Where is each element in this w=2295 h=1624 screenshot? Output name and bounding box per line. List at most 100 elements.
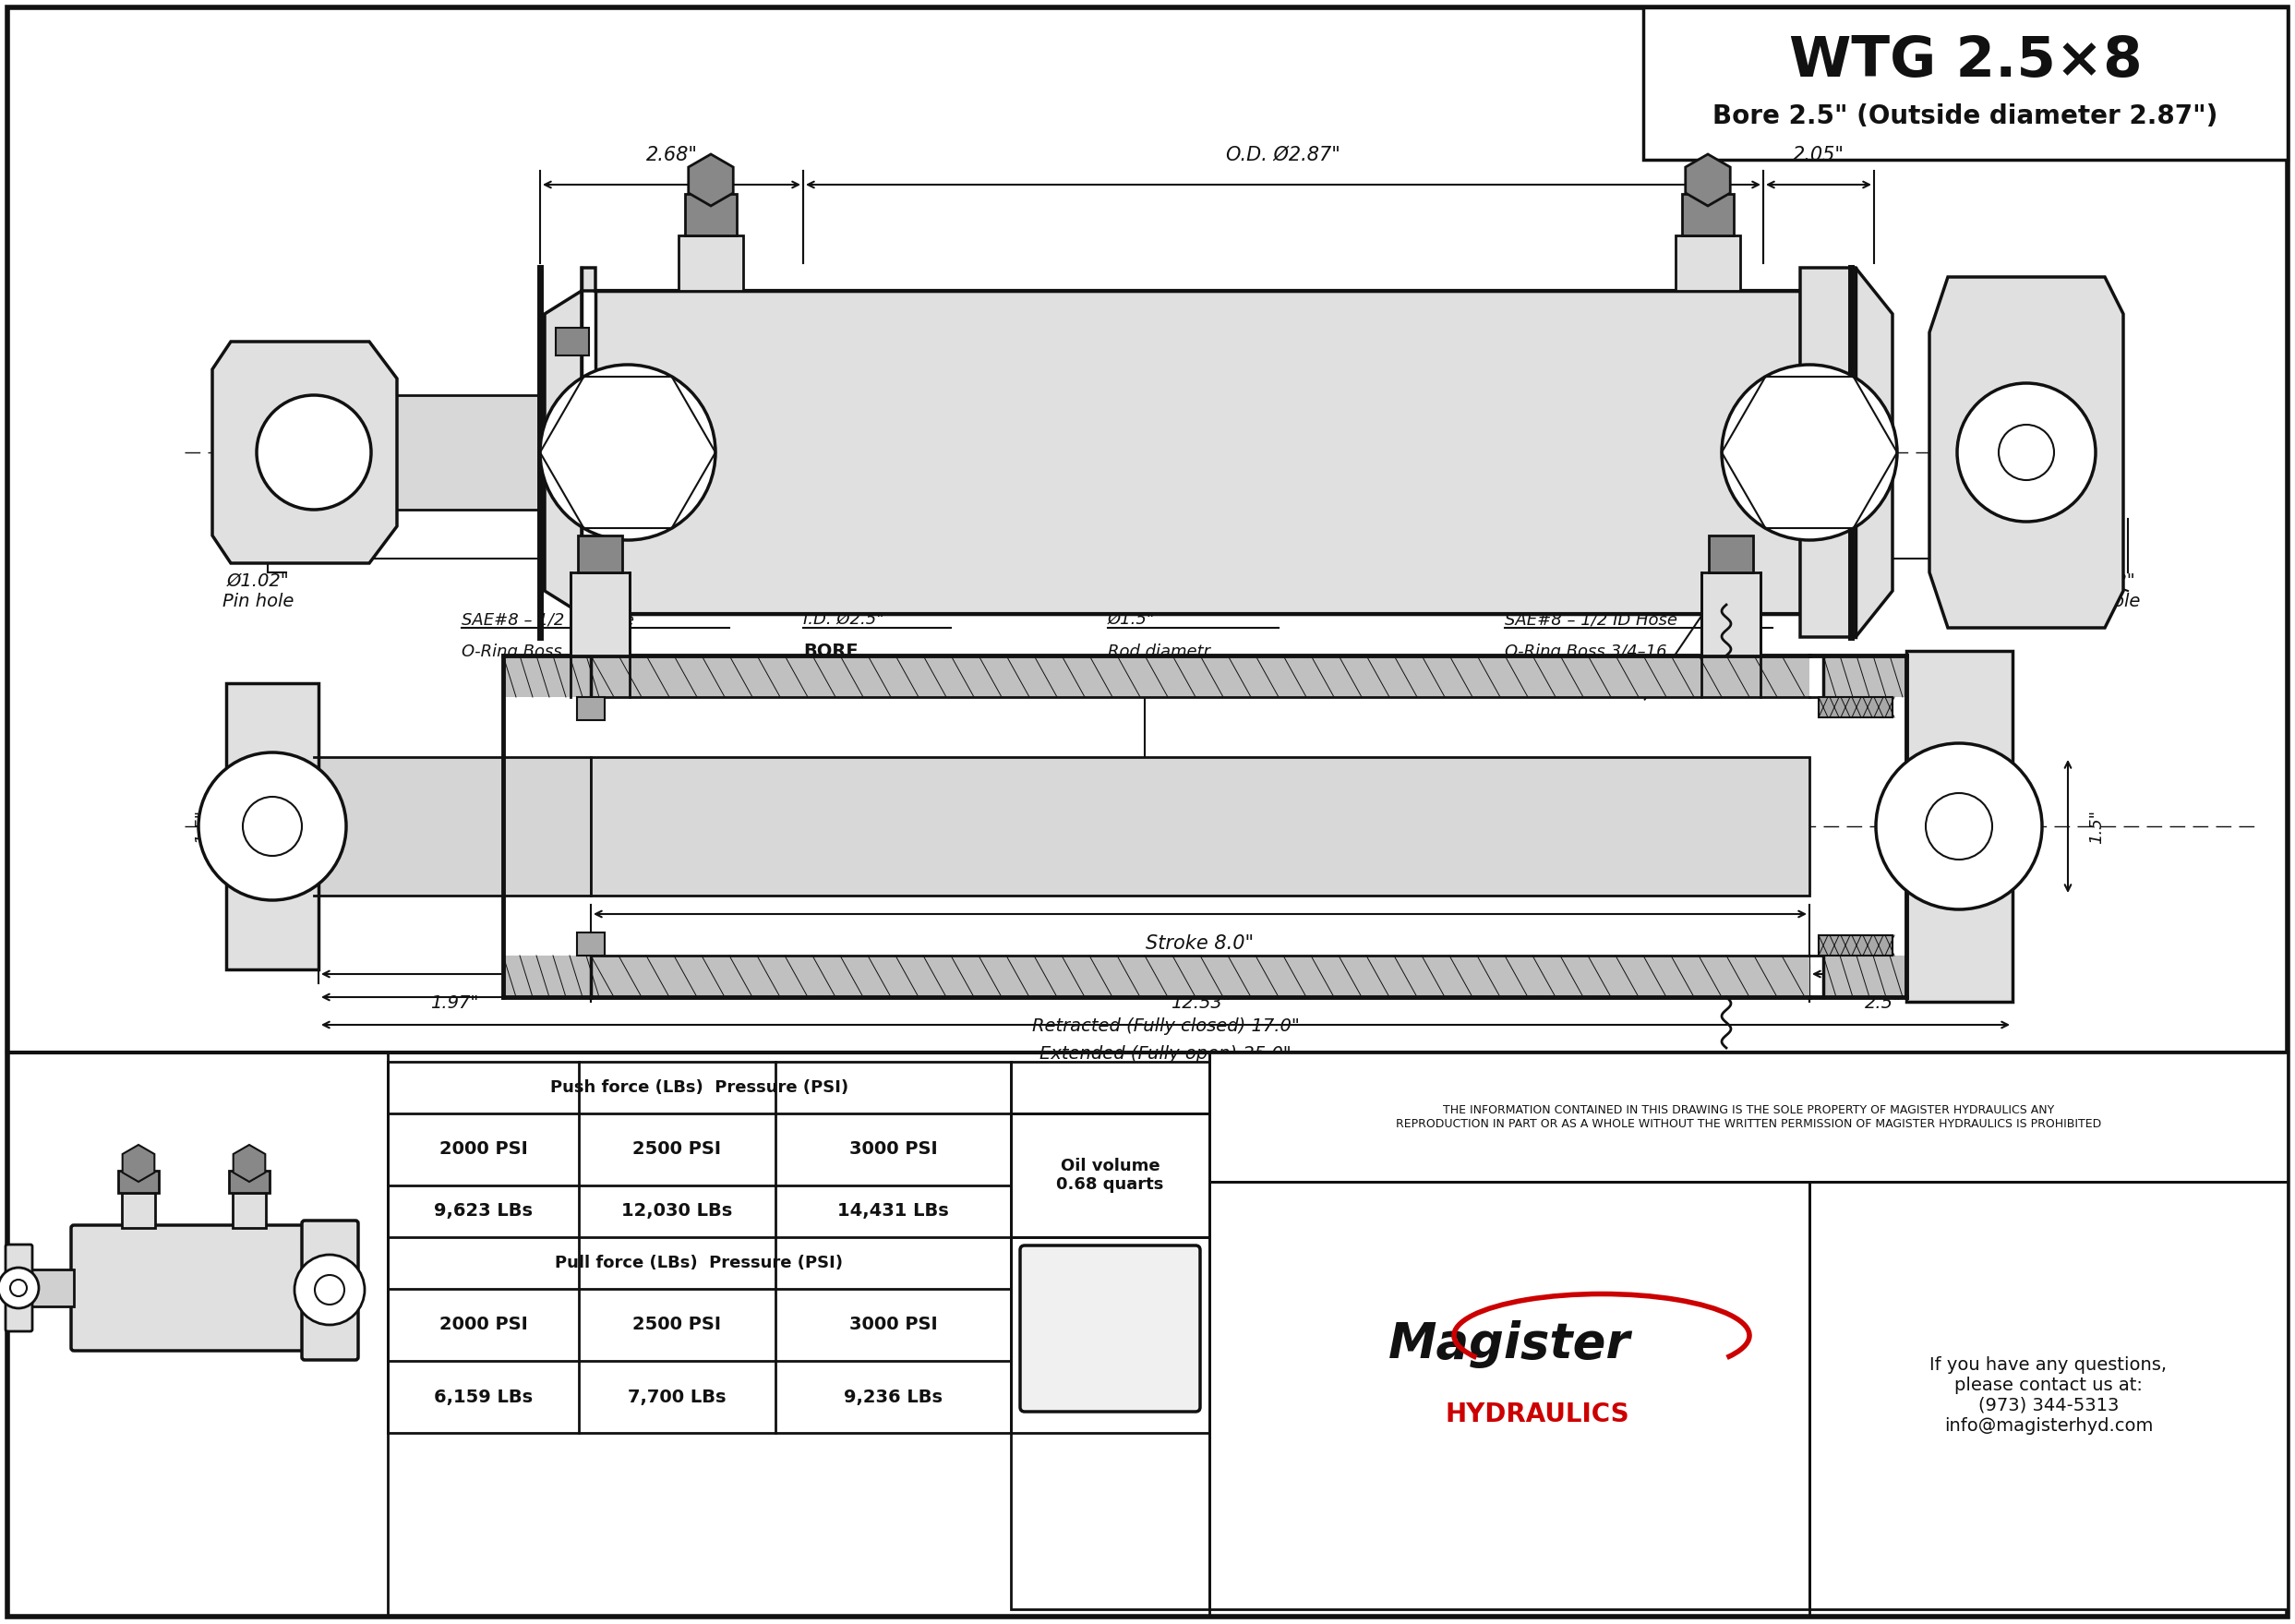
Bar	[1643, 8, 2288, 159]
Text: Stroke 8.0": Stroke 8.0"	[1145, 934, 1253, 953]
Text: 6,159 LBs: 6,159 LBs	[434, 1389, 532, 1406]
Text: 12,030 LBs: 12,030 LBs	[622, 1202, 732, 1220]
Polygon shape	[213, 341, 397, 564]
Polygon shape	[117, 1171, 158, 1194]
Text: 2000 PSI: 2000 PSI	[438, 1140, 528, 1158]
Bar	[1682, 193, 1733, 235]
Text: Oil volume
0.68 quarts: Oil volume 0.68 quarts	[1056, 1158, 1164, 1194]
Text: 12.53": 12.53"	[1170, 994, 1230, 1012]
FancyBboxPatch shape	[71, 1224, 317, 1351]
Bar	[232, 1194, 266, 1228]
Text: 1.5": 1.5"	[2088, 809, 2105, 843]
Text: 1.5": 1.5"	[193, 809, 211, 843]
Text: 2000 PSI: 2000 PSI	[438, 1315, 528, 1333]
Circle shape	[9, 1280, 28, 1296]
Text: 2500 PSI: 2500 PSI	[633, 1315, 721, 1333]
Bar	[590, 656, 1808, 697]
Circle shape	[257, 395, 372, 510]
Text: 14,431 LBs: 14,431 LBs	[838, 1202, 948, 1220]
Bar	[227, 684, 319, 970]
Text: I.D. Ø2.5": I.D. Ø2.5"	[803, 611, 884, 628]
Bar	[1818, 935, 1893, 955]
Bar	[16, 1270, 73, 1306]
Text: 2.05": 2.05"	[1792, 146, 1845, 164]
Bar	[679, 235, 744, 291]
Text: If you have any questions,
please contact us at:
(973) 344-5313
info@magisterhyd: If you have any questions, please contac…	[1930, 1356, 2166, 1434]
Text: FREE
SHIPPING: FREE SHIPPING	[1063, 1314, 1159, 1353]
Text: 9,623 LBs: 9,623 LBs	[434, 1202, 532, 1220]
Bar	[684, 193, 737, 235]
Bar	[1907, 651, 2013, 1002]
Text: THE INFORMATION CONTAINED IN THIS DRAWING IS THE SOLE PROPERTY OF MAGISTER HYDRA: THE INFORMATION CONTAINED IN THIS DRAWIN…	[1395, 1104, 2102, 1130]
Circle shape	[1999, 425, 2054, 481]
Bar	[1675, 235, 1740, 291]
Text: HYDRAULICS: HYDRAULICS	[1446, 1402, 1629, 1427]
Bar	[314, 757, 590, 895]
Circle shape	[197, 752, 347, 900]
Text: BORE: BORE	[803, 643, 858, 659]
Polygon shape	[122, 1145, 154, 1182]
Circle shape	[1721, 365, 1898, 541]
Bar	[1209, 1182, 1808, 1609]
Bar	[578, 536, 622, 572]
Text: SAE#8 – 1/2 ID Hose: SAE#8 – 1/2 ID Hose	[1506, 611, 1678, 628]
Circle shape	[314, 1275, 344, 1304]
Polygon shape	[230, 1171, 269, 1194]
Bar	[1710, 536, 1753, 572]
Text: O.D. Ø2.87": O.D. Ø2.87"	[1226, 146, 1340, 164]
Circle shape	[294, 1255, 365, 1325]
Bar	[590, 757, 1808, 895]
Circle shape	[1875, 744, 2043, 909]
Text: WTG 2.5×8: WTG 2.5×8	[1788, 34, 2141, 88]
Bar	[1822, 656, 1907, 697]
Text: Retracted (Fully closed) 17.0": Retracted (Fully closed) 17.0"	[1033, 1017, 1299, 1034]
Bar	[576, 932, 604, 955]
FancyBboxPatch shape	[303, 1221, 358, 1359]
Bar	[1818, 697, 1893, 718]
Text: MAGISTER
HYDRAULICS: MAGISTER HYDRAULICS	[886, 331, 1329, 463]
Circle shape	[539, 365, 716, 541]
Text: Ø1.02"
Pin hole: Ø1.02" Pin hole	[2070, 572, 2141, 611]
Bar	[324, 395, 594, 510]
Bar	[590, 955, 1808, 997]
Circle shape	[243, 797, 303, 856]
Text: Ø1.5": Ø1.5"	[1108, 611, 1154, 628]
Text: 3000 PSI: 3000 PSI	[849, 1140, 936, 1158]
Bar	[1808, 1182, 2288, 1609]
Text: SAE#8 – 1/2 ID Hose: SAE#8 – 1/2 ID Hose	[461, 611, 633, 628]
Text: Bore 2.5" (Outside diameter 2.87"): Bore 2.5" (Outside diameter 2.87")	[1712, 104, 2217, 130]
Text: Pull force (LBs)  Pressure (PSI): Pull force (LBs) Pressure (PSI)	[555, 1255, 842, 1272]
Bar	[576, 697, 604, 719]
Text: 2.5": 2.5"	[1866, 994, 1903, 1012]
Bar	[1822, 955, 1907, 997]
Polygon shape	[1799, 268, 1893, 637]
Text: 7,700 LBs: 7,700 LBs	[629, 1389, 725, 1406]
Bar	[571, 572, 629, 656]
Polygon shape	[688, 154, 732, 206]
Text: O-Ring Boss 3/4–16: O-Ring Boss 3/4–16	[461, 643, 624, 659]
Text: O-Ring Boss 3/4–16: O-Ring Boss 3/4–16	[1506, 643, 1666, 659]
Text: 2500 PSI: 2500 PSI	[633, 1140, 721, 1158]
Text: Rod diametr: Rod diametr	[1108, 643, 1209, 659]
Text: Overall lenght 18.69": Overall lenght 18.69"	[1088, 520, 1308, 538]
Circle shape	[1958, 383, 2095, 521]
FancyBboxPatch shape	[5, 1244, 32, 1332]
Bar	[122, 1194, 156, 1228]
Text: Magister: Magister	[1388, 1320, 1629, 1369]
Text: Push force (LBs)  Pressure (PSI): Push force (LBs) Pressure (PSI)	[551, 1080, 849, 1096]
Text: 9,236 LBs: 9,236 LBs	[845, 1389, 943, 1406]
Polygon shape	[1685, 154, 1730, 206]
FancyBboxPatch shape	[1019, 1246, 1200, 1411]
Bar	[1701, 572, 1760, 656]
Polygon shape	[1930, 278, 2123, 628]
Bar	[503, 955, 590, 997]
Bar	[594, 291, 1799, 614]
Text: 3000 PSI: 3000 PSI	[849, 1315, 936, 1333]
Text: Ø1.02"
Pin hole: Ø1.02" Pin hole	[223, 572, 294, 611]
Polygon shape	[555, 328, 590, 356]
Bar	[503, 656, 590, 697]
Circle shape	[0, 1268, 39, 1309]
Circle shape	[1926, 793, 1992, 859]
Text: 1.97": 1.97"	[431, 994, 480, 1012]
Bar	[1010, 1114, 1209, 1237]
